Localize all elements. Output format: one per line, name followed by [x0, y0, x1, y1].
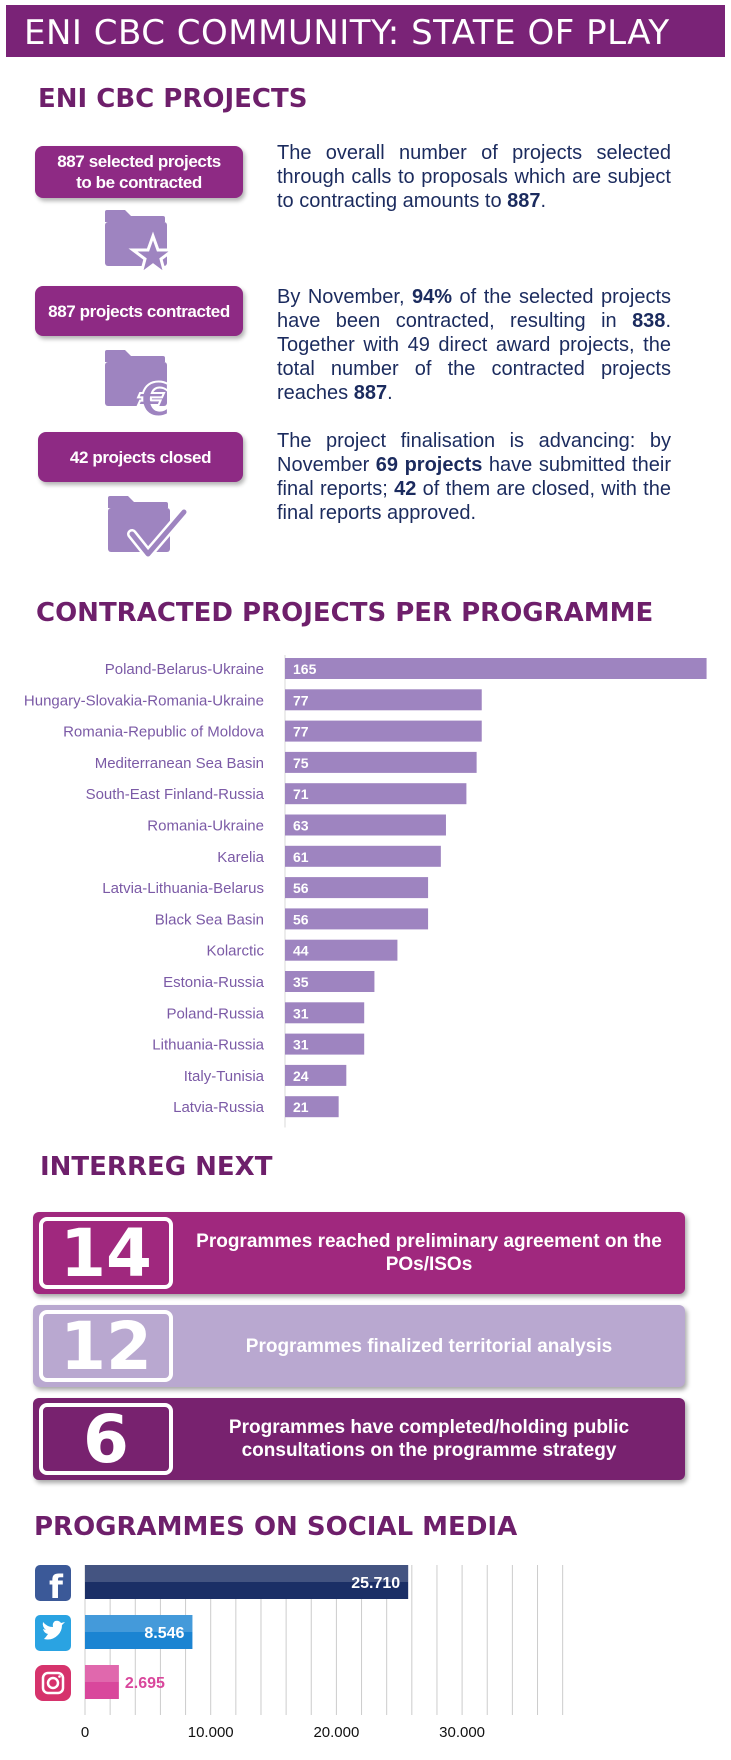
bar-value-label: 31 — [293, 1005, 309, 1021]
contracted-projects-label: 887 projects contracted — [48, 301, 230, 321]
interreg-number-public-consultations: 6 — [39, 1401, 173, 1478]
projects-heading: ENI CBC PROJECTS — [38, 84, 308, 114]
category-label: Latvia-Lithuania-Belarus — [102, 880, 264, 897]
social-bar-highlight — [85, 1665, 119, 1682]
category-label: South-East Finland-Russia — [86, 786, 265, 803]
bar — [285, 720, 482, 742]
x-tick-label: 20.000 — [313, 1724, 359, 1741]
interreg-card-po-agreement: 14 Programmes reached preliminary agreem… — [33, 1212, 685, 1294]
bar — [285, 877, 429, 899]
social-bar — [85, 1615, 193, 1649]
interreg-number-po-agreement: 14 — [39, 1215, 173, 1292]
category-label: Estonia-Russia — [163, 974, 265, 991]
bar-value-label: 56 — [293, 880, 309, 896]
social-bar-group — [85, 1615, 193, 1649]
interreg-number-territorial-analysis: 12 — [39, 1308, 173, 1385]
interreg-card-public-consultations: 6 Programmes have completed/holding publ… — [33, 1398, 685, 1480]
selected-projects-label-line2: to be contracted — [76, 173, 202, 192]
category-label: Latvia-Russia — [173, 1099, 265, 1116]
bar-value-label: 61 — [293, 849, 309, 865]
bar — [285, 689, 482, 711]
page-title: ENI CBC COMMUNITY: STATE OF PLAY — [24, 13, 670, 53]
paragraph-contracted: By November, 94% of the selected project… — [277, 286, 672, 404]
category-label: Black Sea Basin — [155, 911, 264, 928]
bar — [285, 658, 707, 679]
bar-value-label: 35 — [293, 974, 309, 990]
contracted-projects-badge: 887 projects contracted — [35, 286, 243, 336]
selected-projects-badge: 887 selected projects to be contracted — [35, 146, 243, 198]
bar-value-label: 77 — [293, 724, 309, 740]
svg-text:f: f — [49, 1568, 64, 1606]
bar — [285, 783, 467, 805]
title-banner: ENI CBC COMMUNITY: STATE OF PLAY — [6, 5, 725, 57]
x-tick-label: 0 — [81, 1724, 89, 1741]
category-label: Romania-Ukraine — [147, 818, 264, 835]
category-label: Poland-Russia — [166, 1005, 264, 1022]
contracted-heading: CONTRACTED PROJECTS PER PROGRAMME — [36, 598, 654, 628]
closed-projects-label: 42 projects closed — [69, 447, 212, 467]
paragraph-selected: The overall number of projects selected … — [277, 142, 671, 212]
bar — [285, 751, 477, 773]
bar — [285, 939, 398, 961]
bar-value-label: 21 — [293, 1099, 309, 1115]
bar-value-label: 31 — [293, 1037, 309, 1053]
social-value-label: 2.695 — [125, 1675, 165, 1692]
x-tick-label: 10.000 — [188, 1724, 234, 1741]
interreg-text-po-agreement: Programmes reached preliminary agreement… — [196, 1231, 662, 1275]
category-label: Kolarctic — [206, 943, 264, 960]
category-label: Poland-Belarus-Ukraine — [105, 661, 264, 678]
bar-value-label: 56 — [293, 911, 309, 927]
bar-value-label: 71 — [293, 786, 309, 802]
social-bar — [85, 1565, 409, 1599]
folder-star-icon — [103, 208, 183, 278]
bar — [285, 1096, 339, 1118]
category-label: Romania-Republic of Moldova — [63, 724, 265, 741]
selected-projects-label-line1: 887 selected projects — [57, 152, 221, 171]
bar-value-label: 44 — [293, 943, 309, 959]
category-label: Lithuania-Russia — [152, 1037, 264, 1054]
bar — [285, 971, 375, 992]
bar-value-label: 75 — [293, 755, 309, 771]
interreg-text-territorial-analysis: Programmes finalized territorial analysi… — [245, 1335, 613, 1357]
interreg-text-public-consultations: Programmes have completed/holding public… — [228, 1417, 630, 1461]
social-value-label: 25.710 — [351, 1575, 400, 1592]
twitter-icon — [35, 1615, 71, 1651]
bar-value-label: 24 — [293, 1068, 309, 1084]
instagram-icon — [35, 1665, 71, 1701]
social-bar-highlight — [85, 1565, 409, 1582]
closed-projects-badge: 42 projects closed — [38, 432, 243, 482]
bar — [285, 1064, 347, 1086]
folder-euro-icon: € — [103, 348, 183, 428]
facebook-icon: f — [35, 1565, 71, 1606]
bar — [285, 814, 446, 836]
bar — [285, 1002, 365, 1024]
social-value-label: 8.546 — [144, 1625, 184, 1642]
interreg-card-territorial-analysis: 12 Programmes finalized territorial anal… — [33, 1305, 685, 1387]
social-bar-highlight — [85, 1615, 193, 1632]
category-label: Mediterranean Sea Basin — [95, 755, 264, 772]
social-heading: PROGRAMMES ON SOCIAL MEDIA — [34, 1512, 518, 1542]
programme-bar-chart: Poland-Belarus-Ukraine 165 Hungary-Slovaki… — [24, 655, 707, 1128]
bar — [285, 845, 441, 867]
category-label: Karelia — [217, 849, 264, 866]
paragraph-closed: The project finalisation is advancing: b… — [277, 430, 671, 524]
category-label: Hungary-Slovakia-Romania-Ukraine — [24, 692, 264, 709]
bar-value-label: 63 — [293, 818, 309, 834]
social-bar-group — [85, 1665, 119, 1699]
social-bar — [85, 1665, 119, 1699]
svg-text:€: € — [138, 373, 171, 418]
social-media-chart: 25.710 8.546 2.695 f 0 10.000 20.000 30.000 — [35, 1565, 564, 1741]
interreg-heading: INTERREG NEXT — [40, 1152, 273, 1182]
category-label: Italy-Tunisia — [184, 1068, 265, 1085]
bar — [285, 908, 429, 930]
bar-value-label: 77 — [293, 692, 309, 708]
folder-check-icon — [106, 494, 189, 564]
bar-value-label: 165 — [293, 661, 317, 677]
x-tick-label: 30.000 — [439, 1724, 485, 1741]
bar — [285, 1033, 365, 1055]
social-bar-group — [85, 1565, 409, 1599]
